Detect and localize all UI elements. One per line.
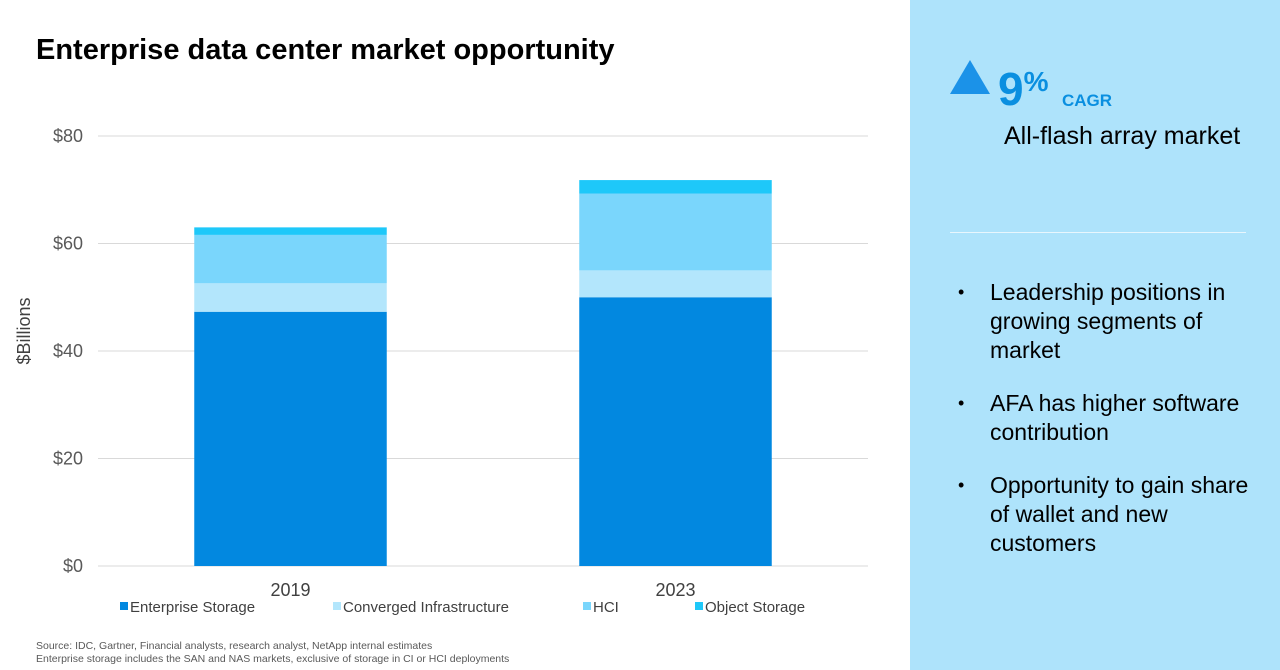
bar-segment-object-storage	[579, 180, 772, 194]
bullet-item: AFA has higher software contribution	[958, 389, 1268, 447]
legend-label: HCI	[593, 599, 619, 616]
legend-swatch	[583, 602, 591, 610]
legend-label: Object Storage	[705, 599, 805, 616]
legend-swatch	[695, 602, 703, 610]
y-tick-labels: $0 $20 $40 $60 $80	[53, 126, 83, 576]
bar-segment-enterprise-storage	[579, 297, 772, 566]
y-tick-label: $40	[53, 341, 83, 361]
bar-segment-converged-infrastructure	[194, 283, 387, 312]
legend-swatch	[120, 602, 128, 610]
legend: Enterprise Storage Converged Infrastructu…	[120, 599, 805, 616]
bullet-item: Opportunity to gain share of wallet and …	[958, 471, 1268, 558]
bullet-item: Leadership positions in growing segments…	[958, 278, 1268, 365]
up-triangle-icon	[950, 60, 990, 94]
legend-label: Converged Infrastructure	[343, 599, 509, 616]
legend-swatch	[333, 602, 341, 610]
y-axis-title: $Billions	[14, 297, 34, 364]
bars	[194, 180, 772, 566]
bar-segment-hci	[579, 193, 772, 271]
divider	[950, 232, 1246, 233]
kpi-value: 9%	[998, 62, 1049, 116]
legend-label: Enterprise Storage	[130, 599, 255, 616]
slide-title: Enterprise data center market opportunit…	[36, 34, 615, 66]
source-line: Enterprise storage includes the SAN and …	[36, 653, 510, 665]
x-category-label: 2023	[655, 580, 695, 600]
bar-segment-converged-infrastructure	[579, 270, 772, 298]
bar-segment-object-storage	[194, 227, 387, 235]
y-tick-label: $20	[53, 449, 83, 469]
y-tick-label: $0	[63, 556, 83, 576]
x-category-label: 2019	[270, 580, 310, 600]
y-tick-label: $80	[53, 126, 83, 146]
bar-segment-enterprise-storage	[194, 311, 387, 566]
kpi-number: 9	[998, 63, 1024, 115]
x-category-labels: 2019 2023	[270, 580, 695, 600]
bar-segment-hci	[194, 234, 387, 284]
y-tick-label: $60	[53, 234, 83, 254]
kpi-percent-sign: %	[1023, 66, 1049, 97]
insight-panel: 9% CAGR All-flash array market Leadershi…	[910, 0, 1280, 670]
stacked-bar-chart: $0 $20 $40 $60 $80 2019 2023 $Billions Enterp…	[14, 126, 868, 616]
source-line: Source: IDC, Gartner, Financial analysts…	[36, 640, 433, 652]
kpi-unit: CAGR	[1062, 91, 1113, 110]
kpi-description: All-flash array market	[1004, 122, 1241, 150]
source-note: Source: IDC, Gartner, Financial analysts…	[36, 640, 509, 666]
bullet-list: Leadership positions in growing segments…	[958, 278, 1268, 582]
